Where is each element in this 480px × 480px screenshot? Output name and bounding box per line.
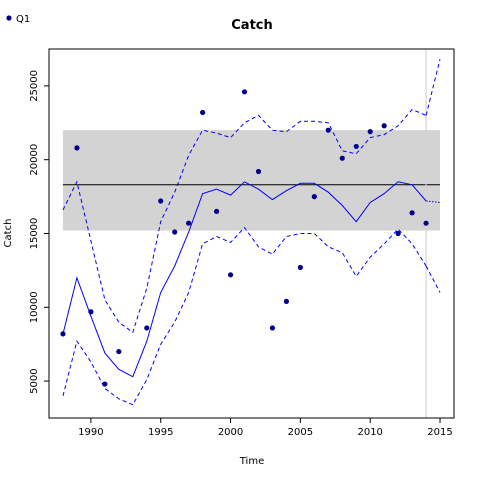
y-tick-label: 15000 — [29, 218, 40, 250]
axes: 1990 1995 2000 2005 2010 2015 5000 10000 15000 20… — [29, 48, 455, 438]
upper-confidence-line — [62, 108, 427, 334]
data-point — [409, 210, 415, 216]
data-point — [367, 129, 373, 135]
data-point — [241, 89, 248, 95]
data-point — [213, 208, 220, 214]
data-point — [255, 168, 262, 175]
chart-title: Catch — [231, 18, 273, 33]
forecast-upper-line — [425, 59, 441, 116]
x-tick-label: 1995 — [148, 427, 173, 438]
y-tick-label: 10000 — [29, 291, 40, 323]
reference-band — [62, 130, 441, 231]
data-point — [227, 272, 234, 278]
data-point — [297, 264, 303, 271]
forecast-line — [426, 200, 441, 203]
data-point — [172, 229, 178, 235]
data-point — [102, 381, 108, 387]
data-point — [74, 145, 80, 151]
data-point — [381, 123, 387, 129]
x-axis-title: Time — [239, 456, 264, 467]
legend: Q1 — [6, 14, 30, 25]
x-tick-label: 2015 — [427, 427, 452, 438]
data-point — [353, 143, 359, 150]
x-tick-label: 2005 — [288, 427, 313, 438]
data-point — [283, 298, 290, 304]
x-tick-label: 2000 — [218, 427, 243, 438]
data-point — [325, 127, 331, 133]
data-point — [423, 220, 429, 226]
data-point — [269, 325, 276, 331]
y-tick-label: 20000 — [29, 144, 40, 176]
data-point — [339, 155, 345, 161]
data-point — [311, 194, 317, 200]
x-tick-label: 2010 — [357, 427, 382, 438]
x-tick-label: 1990 — [78, 427, 103, 438]
legend-marker — [6, 15, 12, 21]
y-axis-title: Catch — [3, 219, 14, 248]
fitted-line — [62, 181, 427, 378]
lower-confidence-line — [62, 226, 427, 406]
forecast-lower-line — [425, 265, 441, 293]
data-point — [144, 325, 150, 331]
data-point — [200, 109, 206, 116]
data-point — [60, 331, 66, 337]
data-point — [395, 230, 401, 237]
legend-label: Q1 — [16, 14, 30, 25]
data-point — [116, 348, 122, 355]
y-tick-label: 5000 — [29, 368, 40, 393]
y-tick-label: 25000 — [29, 70, 40, 102]
plot-area — [60, 49, 441, 418]
data-point — [158, 198, 164, 204]
data-point — [88, 309, 94, 315]
data-point — [186, 220, 192, 226]
